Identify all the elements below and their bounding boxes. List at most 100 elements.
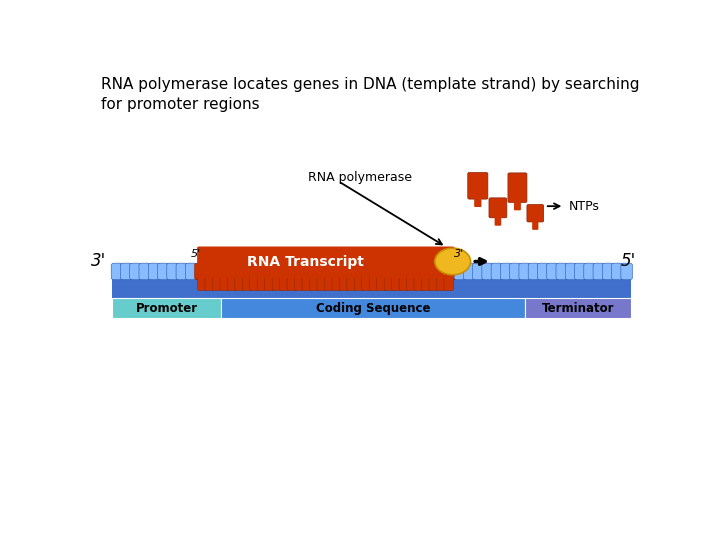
FancyBboxPatch shape xyxy=(111,263,122,280)
FancyBboxPatch shape xyxy=(204,263,215,280)
FancyBboxPatch shape xyxy=(377,274,387,291)
FancyBboxPatch shape xyxy=(250,263,261,280)
Text: RNA polymerase: RNA polymerase xyxy=(307,171,412,184)
FancyBboxPatch shape xyxy=(546,263,558,280)
FancyBboxPatch shape xyxy=(212,274,222,291)
FancyBboxPatch shape xyxy=(148,263,160,280)
FancyBboxPatch shape xyxy=(222,263,234,280)
FancyBboxPatch shape xyxy=(603,263,614,280)
FancyBboxPatch shape xyxy=(306,263,318,280)
FancyBboxPatch shape xyxy=(369,274,379,291)
FancyBboxPatch shape xyxy=(514,199,521,210)
FancyBboxPatch shape xyxy=(593,263,605,280)
Text: RNA Transcript: RNA Transcript xyxy=(247,255,364,269)
FancyBboxPatch shape xyxy=(508,173,527,202)
FancyBboxPatch shape xyxy=(464,263,475,280)
Text: 5': 5' xyxy=(621,253,636,271)
FancyBboxPatch shape xyxy=(575,263,586,280)
FancyBboxPatch shape xyxy=(158,263,169,280)
FancyBboxPatch shape xyxy=(265,274,274,291)
FancyBboxPatch shape xyxy=(380,263,392,280)
FancyBboxPatch shape xyxy=(417,263,428,280)
Text: 5': 5' xyxy=(191,249,201,259)
FancyBboxPatch shape xyxy=(556,263,567,280)
FancyBboxPatch shape xyxy=(436,274,446,291)
FancyBboxPatch shape xyxy=(584,263,595,280)
FancyBboxPatch shape xyxy=(324,263,336,280)
FancyBboxPatch shape xyxy=(436,263,447,280)
FancyBboxPatch shape xyxy=(176,263,188,280)
FancyBboxPatch shape xyxy=(294,274,305,291)
FancyBboxPatch shape xyxy=(139,263,150,280)
FancyBboxPatch shape xyxy=(235,274,245,291)
Text: Coding Sequence: Coding Sequence xyxy=(316,301,431,314)
FancyBboxPatch shape xyxy=(472,263,484,280)
FancyBboxPatch shape xyxy=(315,263,327,280)
FancyBboxPatch shape xyxy=(384,274,394,291)
FancyBboxPatch shape xyxy=(343,263,354,280)
FancyBboxPatch shape xyxy=(241,263,253,280)
FancyBboxPatch shape xyxy=(257,274,267,291)
Circle shape xyxy=(435,248,471,275)
FancyBboxPatch shape xyxy=(325,274,334,291)
Bar xyxy=(526,298,631,319)
FancyBboxPatch shape xyxy=(414,274,424,291)
FancyBboxPatch shape xyxy=(474,196,482,207)
FancyBboxPatch shape xyxy=(421,274,431,291)
FancyBboxPatch shape xyxy=(491,263,503,280)
FancyBboxPatch shape xyxy=(220,274,230,291)
FancyBboxPatch shape xyxy=(399,274,409,291)
FancyBboxPatch shape xyxy=(194,263,206,280)
FancyBboxPatch shape xyxy=(205,274,215,291)
FancyBboxPatch shape xyxy=(332,274,342,291)
FancyBboxPatch shape xyxy=(565,263,577,280)
FancyBboxPatch shape xyxy=(407,274,416,291)
FancyBboxPatch shape xyxy=(287,263,299,280)
FancyBboxPatch shape xyxy=(621,263,632,280)
FancyBboxPatch shape xyxy=(454,263,466,280)
FancyBboxPatch shape xyxy=(228,274,237,291)
Text: Terminator: Terminator xyxy=(542,301,614,314)
FancyBboxPatch shape xyxy=(339,274,349,291)
FancyBboxPatch shape xyxy=(444,274,454,291)
FancyBboxPatch shape xyxy=(500,263,512,280)
FancyBboxPatch shape xyxy=(278,263,289,280)
FancyBboxPatch shape xyxy=(197,246,454,278)
FancyBboxPatch shape xyxy=(167,263,179,280)
FancyBboxPatch shape xyxy=(371,263,382,280)
FancyBboxPatch shape xyxy=(242,274,252,291)
Text: 3': 3' xyxy=(454,249,464,259)
FancyBboxPatch shape xyxy=(528,263,540,280)
FancyBboxPatch shape xyxy=(361,263,373,280)
Text: RNA polymerase locates genes in DNA (template strand) by searching
for promoter : RNA polymerase locates genes in DNA (tem… xyxy=(101,77,639,112)
FancyBboxPatch shape xyxy=(398,263,410,280)
FancyBboxPatch shape xyxy=(532,219,539,230)
FancyBboxPatch shape xyxy=(611,263,623,280)
FancyBboxPatch shape xyxy=(310,274,320,291)
Text: NTPs: NTPs xyxy=(569,200,600,213)
FancyBboxPatch shape xyxy=(426,263,438,280)
FancyBboxPatch shape xyxy=(392,274,402,291)
FancyBboxPatch shape xyxy=(130,263,141,280)
FancyBboxPatch shape xyxy=(352,263,364,280)
FancyBboxPatch shape xyxy=(259,263,271,280)
FancyBboxPatch shape xyxy=(197,274,207,291)
FancyBboxPatch shape xyxy=(279,274,289,291)
FancyBboxPatch shape xyxy=(361,274,372,291)
Bar xyxy=(112,277,631,300)
Text: Promoter: Promoter xyxy=(135,301,198,314)
FancyBboxPatch shape xyxy=(495,214,501,226)
FancyBboxPatch shape xyxy=(390,263,401,280)
FancyBboxPatch shape xyxy=(347,274,356,291)
Bar xyxy=(221,298,526,319)
FancyBboxPatch shape xyxy=(297,263,308,280)
FancyBboxPatch shape xyxy=(185,263,197,280)
FancyBboxPatch shape xyxy=(354,274,364,291)
FancyBboxPatch shape xyxy=(272,274,282,291)
FancyBboxPatch shape xyxy=(429,274,438,291)
FancyBboxPatch shape xyxy=(250,274,260,291)
Text: 3': 3' xyxy=(91,253,106,271)
FancyBboxPatch shape xyxy=(317,274,327,291)
FancyBboxPatch shape xyxy=(120,263,132,280)
FancyBboxPatch shape xyxy=(510,263,521,280)
